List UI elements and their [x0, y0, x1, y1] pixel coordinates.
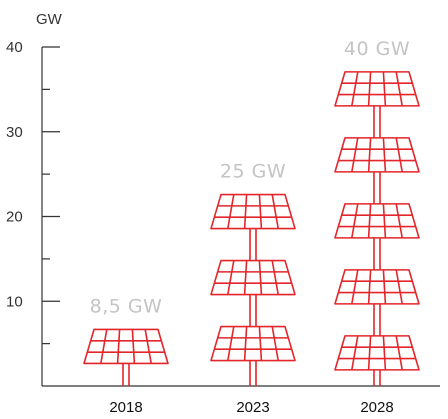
panel-backing: [335, 269, 419, 304]
chart-marks: [83, 71, 420, 386]
solar-panel-column-line: [351, 269, 359, 305]
solar-panel-column-line: [351, 203, 359, 239]
solar-panel-column-line: [227, 260, 235, 295]
solar-panel-column-line: [382, 137, 387, 172]
solar-panel-column-line: [382, 203, 387, 238]
solar-panel-column-line: [395, 269, 403, 305]
solar-panel-column-line: [243, 326, 248, 361]
panel-backing: [211, 194, 295, 229]
value-label: 25 GW: [220, 161, 286, 183]
bar-2028: [334, 71, 420, 386]
panel-backing: [335, 203, 419, 238]
solar-panel-column-line: [271, 326, 279, 361]
solar-panel-column-line: [367, 335, 372, 370]
panel-backing: [335, 335, 419, 370]
solar-panel-column-line: [271, 260, 279, 295]
y-tick-label: 40: [6, 39, 23, 56]
bar-2018: [83, 328, 169, 386]
y-tick-label: 10: [6, 293, 23, 310]
panel-backing: [335, 71, 419, 106]
solar-panel-column-line: [351, 71, 359, 107]
x-tick-label: 2023: [236, 399, 269, 416]
solar-panel-column-line: [382, 269, 387, 304]
solar-panel-column-line: [144, 329, 152, 364]
solar-panel-column-line: [382, 335, 387, 370]
solar-panel-column-line: [227, 194, 235, 229]
solar-panel-icon: [334, 335, 420, 371]
x-tick-label: 2018: [109, 399, 142, 416]
solar-panel-column-line: [258, 260, 263, 295]
solar-panel-icon: [210, 193, 296, 230]
solar-panel-column-line: [382, 71, 387, 106]
solar-panel-column-line: [116, 329, 121, 364]
solar-panel-column-line: [227, 326, 235, 361]
solar-panel-column-line: [243, 260, 248, 295]
solar-panel-column-line: [271, 194, 279, 229]
solar-panel-icon: [334, 203, 420, 239]
solar-panel-column-line: [367, 269, 372, 304]
value-label: 8,5 GW: [90, 295, 163, 317]
solar-panel-icon: [334, 71, 420, 107]
solar-panel-column-line: [351, 335, 359, 371]
solar-panel-column-line: [131, 329, 136, 364]
solar-panel-icon: [210, 259, 296, 296]
solar-panel-column-line: [100, 329, 108, 364]
solar-panel-column-line: [351, 137, 359, 173]
solar-panel-column-line: [395, 203, 403, 239]
panel-backing: [211, 260, 295, 295]
panel-backing: [335, 137, 419, 172]
y-tick-label: 30: [6, 124, 23, 141]
y-unit-label: GW: [36, 11, 63, 28]
solar-panel-icon: [334, 137, 420, 173]
solar-panel-column-line: [258, 194, 263, 229]
solar-panel-column-line: [243, 194, 248, 229]
panel-backing: [84, 329, 168, 364]
y-tick-label: 20: [6, 209, 23, 226]
solar-panel-column-line: [395, 137, 403, 173]
solar-panel-icon: [210, 325, 296, 362]
value-label: 40 GW: [344, 38, 410, 60]
solar-panel-column-line: [367, 203, 372, 238]
panel-backing: [211, 326, 295, 361]
solar-panel-icon: [83, 328, 169, 365]
solar-panel-icon: [334, 269, 420, 305]
solar-panel-column-line: [395, 71, 403, 107]
solar-panel-column-line: [258, 326, 263, 361]
solar-panel-column-line: [395, 335, 403, 371]
bar-2023: [210, 193, 296, 386]
solar-panel-column-line: [367, 137, 372, 172]
x-tick-label: 2028: [360, 399, 393, 416]
solar-panel-column-line: [367, 71, 372, 106]
chart-labels: 2018 2023 2028 8,5 GW 25 GW 40 GW: [90, 38, 410, 416]
